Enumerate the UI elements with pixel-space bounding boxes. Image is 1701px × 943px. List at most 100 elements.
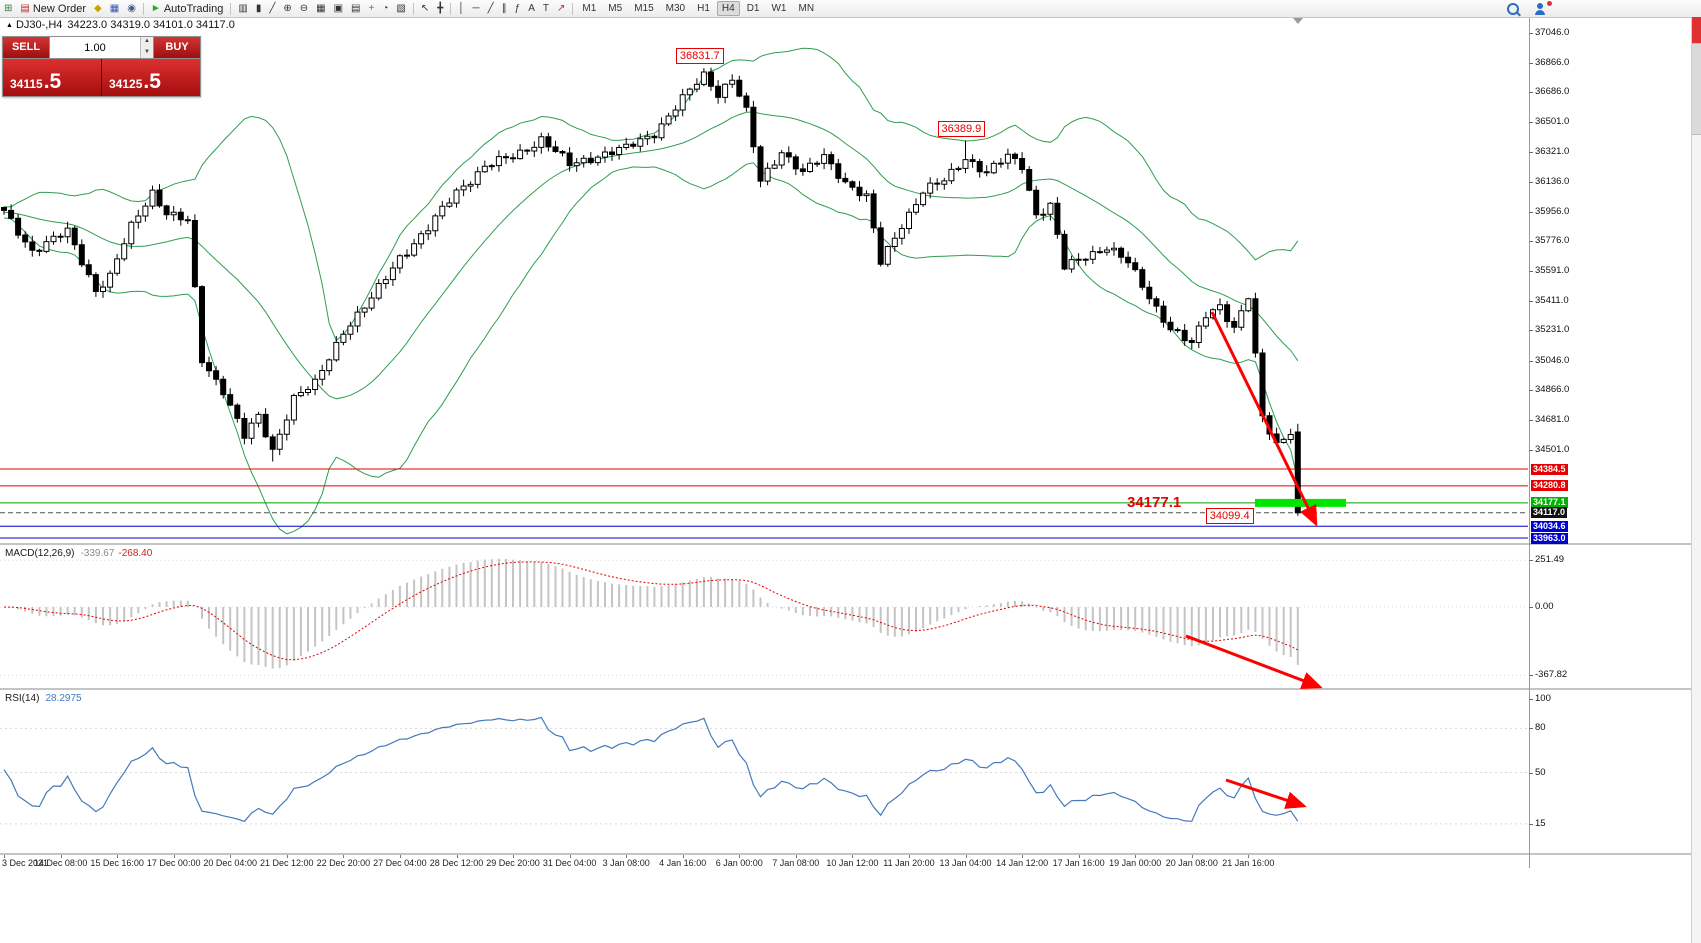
price-axis-label: 36866.0 bbox=[1535, 56, 1570, 68]
arrow-tool-icon: ↗ bbox=[556, 2, 566, 14]
cascade-windows-button[interactable]: ▣ bbox=[331, 1, 346, 16]
account-button[interactable] bbox=[1524, 1, 1552, 16]
bull-candles bbox=[43, 71, 1294, 450]
text-button[interactable]: A bbox=[525, 1, 538, 16]
timeframe-d1[interactable]: D1 bbox=[746, 3, 760, 14]
market-watch-icon: ▦ bbox=[109, 2, 120, 14]
zoom-in-button[interactable]: ⊕ bbox=[280, 1, 294, 16]
bar-chart-type-button[interactable]: ▥ bbox=[235, 1, 250, 16]
line-chart-type-button[interactable]: ╱ bbox=[266, 1, 278, 16]
autotrading-button[interactable]: ► AutoTrading bbox=[148, 1, 226, 16]
time-axis-label: 14 Dec 08:00 bbox=[33, 858, 88, 868]
search-button[interactable] bbox=[1504, 1, 1522, 16]
price-axis-label: 36501.0 bbox=[1535, 116, 1570, 128]
templates-button[interactable]: ▧ bbox=[393, 1, 408, 16]
axis-tick bbox=[1529, 607, 1533, 608]
price-axis-label: 37046.0 bbox=[1535, 27, 1570, 38]
timeframe-m5[interactable]: M5 bbox=[608, 3, 623, 14]
price-chart[interactable] bbox=[0, 17, 1529, 545]
time-axis-tick bbox=[513, 855, 514, 858]
toolbar-separator bbox=[412, 2, 414, 15]
timeframe-m15[interactable]: M15 bbox=[634, 3, 654, 14]
trendline-button[interactable]: ╱ bbox=[485, 1, 497, 16]
zoom-out-button[interactable]: ⊖ bbox=[297, 1, 311, 16]
bollinger-middle-band bbox=[3, 111, 1299, 400]
sell-button[interactable]: SELL bbox=[3, 37, 49, 58]
toolbar-separator bbox=[142, 2, 144, 15]
price-axis-label: 35956.0 bbox=[1535, 205, 1570, 217]
time-axis-tick bbox=[173, 855, 175, 858]
macd-panel[interactable] bbox=[0, 545, 1529, 690]
arrows-tool-button[interactable]: ↗ bbox=[554, 1, 568, 16]
price-axis-label: 34681.0 bbox=[1535, 414, 1570, 426]
volume-down-button[interactable]: ▼ bbox=[141, 47, 153, 58]
candlestick-type-button[interactable]: ▮ bbox=[253, 1, 265, 16]
macd-panel-separator[interactable] bbox=[0, 543, 1692, 545]
vertical-line-button[interactable]: │ bbox=[455, 1, 467, 16]
crosshair-button[interactable]: ╋ bbox=[434, 1, 446, 16]
volume-input[interactable] bbox=[50, 37, 140, 58]
metaeditor-button[interactable]: ◆ bbox=[91, 1, 105, 16]
timeframe-m30[interactable]: M30 bbox=[665, 3, 686, 14]
timeframe-mn[interactable]: MN bbox=[798, 3, 815, 14]
time-axis[interactable]: 3 Dec 2021 14 Dec 08:00 15 Dec 16:00 17 Dec… bbox=[0, 855, 1529, 869]
scrollbar-marker[interactable] bbox=[1692, 17, 1701, 43]
time-axis-label: 4 Jan 16:00 bbox=[659, 858, 707, 868]
macd-main-value: -339.67 bbox=[80, 548, 115, 559]
time-axis-label: 22 Dec 20:00 bbox=[316, 858, 371, 868]
notification-badge bbox=[1547, 1, 1552, 6]
scrollbar-thumb[interactable] bbox=[1692, 43, 1701, 135]
rsi-panel-separator[interactable] bbox=[0, 688, 1692, 690]
rsi-axis-label: 50 bbox=[1535, 766, 1546, 778]
market-watch-button[interactable]: ▦ bbox=[107, 1, 122, 16]
cursor-button[interactable]: ↖ bbox=[418, 1, 432, 16]
axis-tick bbox=[1529, 122, 1533, 124]
period-button[interactable]: ◔ bbox=[379, 1, 391, 16]
autotrading-button-label: AutoTrading bbox=[163, 2, 224, 15]
rsi-header: RSI(14) 28.2975 bbox=[5, 693, 82, 704]
timeframe-w1[interactable]: W1 bbox=[771, 3, 787, 14]
rsi-line bbox=[3, 716, 1299, 823]
volume-up-button[interactable]: ▲ bbox=[141, 37, 153, 48]
horizontal-line-button[interactable]: ─ bbox=[470, 1, 483, 16]
support-highlight-bar[interactable] bbox=[1255, 498, 1346, 507]
channel-button[interactable]: ∥ bbox=[499, 1, 510, 16]
timeframe-h1[interactable]: H1 bbox=[697, 3, 710, 14]
time-axis-label: 10 Jan 12:00 bbox=[826, 858, 879, 868]
rsi-panel[interactable] bbox=[0, 690, 1529, 855]
axis-tick bbox=[1529, 182, 1533, 184]
channel-icon: ∥ bbox=[501, 2, 507, 14]
price-axis-label: 36686.0 bbox=[1535, 86, 1570, 97]
time-axis-tick bbox=[60, 855, 62, 858]
tile-windows-button[interactable]: ▦ bbox=[313, 1, 328, 16]
time-axis-tick bbox=[682, 855, 684, 858]
new-chart-button[interactable]: ⊞ bbox=[1, 1, 15, 16]
one-click-trading-panel: SELL ▲ ▼ BUY 34115 .5 34125 .5 bbox=[2, 36, 201, 97]
sell-price[interactable]: 34115 .5 bbox=[3, 59, 101, 96]
time-axis-label: 29 Dec 20:00 bbox=[486, 858, 540, 868]
price-level-chip: 34177.1 bbox=[1531, 497, 1568, 509]
add-indicator-button[interactable]: + bbox=[366, 1, 378, 16]
cascade-windows-icon: ▣ bbox=[333, 2, 344, 14]
new-order-button[interactable]: ▤ New Order bbox=[17, 1, 89, 16]
arrange-windows-button[interactable]: ▤ bbox=[348, 1, 363, 16]
alerts-button[interactable]: ◉ bbox=[124, 1, 139, 16]
buy-button[interactable]: BUY bbox=[154, 37, 200, 58]
rsi-axis-label: 100 bbox=[1535, 693, 1551, 704]
axis-tick bbox=[1529, 300, 1533, 302]
vertical-scrollbar[interactable] bbox=[1691, 17, 1701, 943]
text-label-icon: T bbox=[542, 2, 549, 14]
buy-price[interactable]: 34125 .5 bbox=[101, 59, 200, 96]
time-axis-tick bbox=[569, 855, 571, 858]
metaeditor-icon: ◆ bbox=[94, 2, 102, 14]
text-label-button[interactable]: T bbox=[540, 1, 552, 16]
fibonacci-button[interactable]: ƒ bbox=[512, 1, 524, 16]
time-axis-label: 17 Dec 00:00 bbox=[146, 858, 201, 868]
chart-shift-marker-icon[interactable] bbox=[1293, 18, 1303, 24]
time-axis-tick bbox=[399, 855, 401, 858]
axis-tick bbox=[1529, 271, 1533, 273]
price-level-chip: 33963.0 bbox=[1531, 532, 1568, 544]
timeframe-h4[interactable]: H4 bbox=[716, 1, 740, 16]
timeframe-m1[interactable]: M1 bbox=[582, 3, 597, 14]
main-toolbar: ⊞ ▤ New Order ◆ ▦ ◉ ► AutoTrading ▥ ▮ ╱ ⊕ ⊖ ▦ ▣ ▤ + ◔ ▧ ↖ ╋ │… bbox=[0, 0, 1701, 18]
